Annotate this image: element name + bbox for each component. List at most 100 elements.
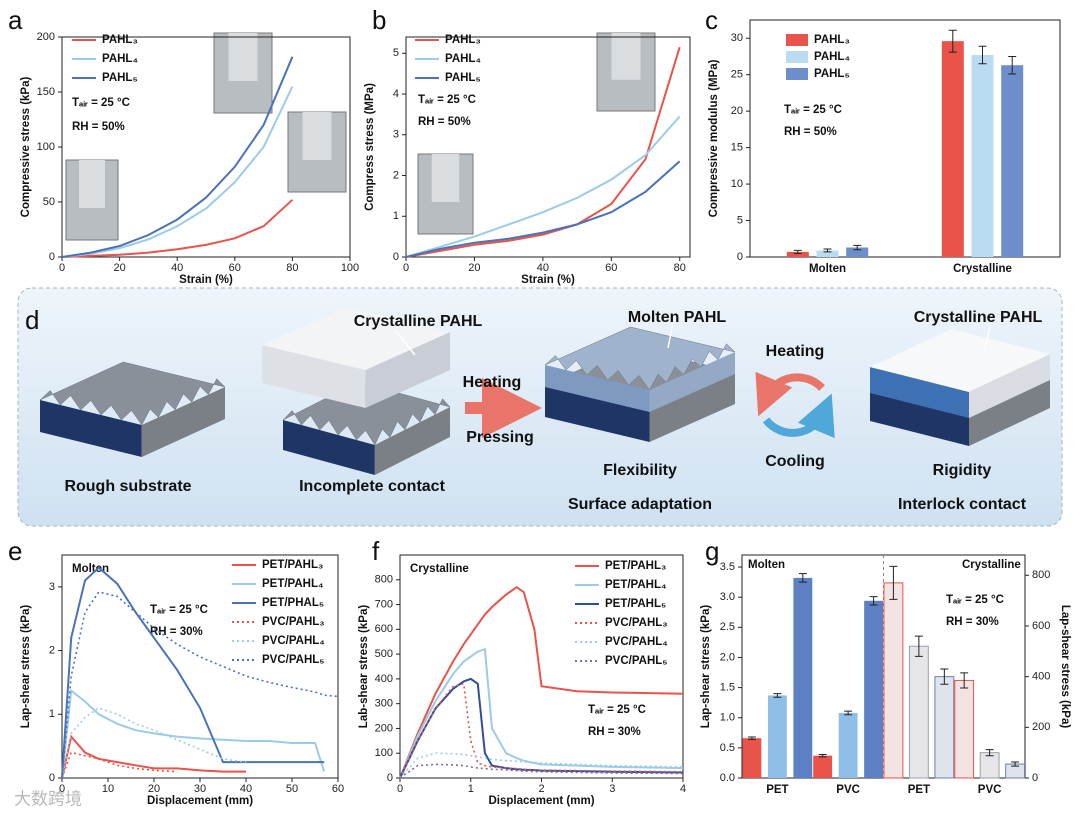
bar xyxy=(742,738,762,778)
block-side xyxy=(870,387,969,446)
y-tick-label: 400 xyxy=(1032,671,1050,683)
y-tick-label: 2 xyxy=(393,169,399,181)
line-series xyxy=(405,115,681,258)
x-tick-label: Molten xyxy=(809,263,846,275)
legend-label: PVC/PAHL₄ xyxy=(262,635,325,647)
annotation: Molten xyxy=(72,563,109,575)
x-tick-label: 100 xyxy=(341,262,359,274)
caption: Flexibility xyxy=(603,462,677,479)
legend-label: PAHL₄ xyxy=(814,51,850,63)
line-series xyxy=(61,86,294,258)
legend-label: PVC/PAHL₃ xyxy=(605,617,668,629)
annotation: RH = 30% xyxy=(588,726,641,738)
y-tick-label: 1.0 xyxy=(720,712,735,724)
y-tick-label: 25 xyxy=(731,69,743,81)
error-bar xyxy=(798,573,807,583)
y-tick-label: 600 xyxy=(1032,620,1050,632)
x-tick-label: 40 xyxy=(537,262,549,274)
block-side xyxy=(262,345,366,408)
x-tick-label: 40 xyxy=(171,262,183,274)
legend-label: PET/PAHL₅ xyxy=(605,598,666,610)
y-tick-label: 0.0 xyxy=(720,772,735,784)
panel-label: d xyxy=(25,305,39,335)
error-bar xyxy=(793,249,802,254)
line-series xyxy=(61,707,247,779)
x-tick-label: PVC xyxy=(978,784,1002,796)
bar xyxy=(864,600,884,778)
y-tick-label: 3.5 xyxy=(720,561,735,573)
y-tick-label: 1.5 xyxy=(720,682,735,694)
y-tick-label: 800 xyxy=(1032,569,1050,581)
x-tick-label: 10 xyxy=(102,783,114,795)
block-top xyxy=(262,307,450,370)
error-bar xyxy=(1011,761,1020,767)
panel-label: c xyxy=(705,5,718,35)
x-tick-label: 3 xyxy=(609,783,615,795)
line-series xyxy=(61,199,294,258)
block-side xyxy=(374,407,450,475)
legend-label: PAHL₃ xyxy=(102,34,138,46)
x-tick-label: 60 xyxy=(332,783,344,795)
label: Crystalline PAHL xyxy=(914,309,1043,326)
y-tick-label: 200 xyxy=(375,722,393,734)
block-side xyxy=(545,385,650,442)
y-tick-label: 5 xyxy=(737,214,743,226)
x-tick-label: PVC xyxy=(836,784,860,796)
line-series xyxy=(61,566,325,779)
y-tick-label: 15 xyxy=(731,142,743,154)
bar xyxy=(786,251,809,257)
line-series xyxy=(61,734,246,779)
line-series xyxy=(399,682,684,779)
error-bar xyxy=(823,248,832,253)
x-tick-label: 60 xyxy=(605,262,617,274)
panel-label: e xyxy=(8,536,22,566)
caption: Incomplete contact xyxy=(299,478,445,495)
y-tick-label: 200 xyxy=(1032,721,1050,733)
y-axis-label: Lab-shear stress (kPa) xyxy=(358,605,370,729)
legend-label: PAHL₅ xyxy=(814,68,850,80)
line-series xyxy=(61,591,339,779)
y-tick-label: 0 xyxy=(1032,772,1038,784)
y-tick-label: 5 xyxy=(393,47,399,59)
error-bar xyxy=(960,672,969,689)
y-tick-label: 4 xyxy=(393,88,399,100)
y-tick-label: 150 xyxy=(37,86,55,98)
y-tick-label: 0 xyxy=(393,251,399,263)
y-tick-label: 1 xyxy=(49,708,55,720)
annotation: Crystalline xyxy=(410,563,469,575)
y-axis-label: Lap-shear stress (kPa) xyxy=(20,605,32,729)
annotation: Molten xyxy=(748,559,785,571)
bar xyxy=(908,645,929,779)
diagram-shapes xyxy=(39,307,1051,475)
block-top xyxy=(39,361,226,426)
inset-photo xyxy=(79,160,105,208)
annotation: RH = 30% xyxy=(150,626,203,638)
label: Heating xyxy=(463,374,522,391)
x-axis-label: Displacement (mm) xyxy=(488,795,594,807)
block-side xyxy=(649,372,735,442)
bar xyxy=(941,41,964,258)
panel-label: g xyxy=(705,536,719,566)
inset-photo xyxy=(302,112,332,160)
y-tick-label: 0 xyxy=(737,251,743,263)
error-bar xyxy=(747,736,756,740)
error-bar xyxy=(940,668,949,685)
y-tick-label: 2.0 xyxy=(720,651,735,663)
error-bar xyxy=(889,565,898,600)
y-tick-label: 20 xyxy=(731,105,743,117)
annotation: Crystalline xyxy=(962,559,1021,571)
block-top xyxy=(870,329,1050,392)
y-tick-label: 100 xyxy=(375,747,393,759)
x-tick-label: 1 xyxy=(468,783,474,795)
line-series xyxy=(405,160,681,258)
caption: Surface adaptation xyxy=(568,496,712,513)
block-side xyxy=(969,374,1050,446)
y-axis-label: Compress stress (MPa) xyxy=(364,83,376,211)
block-top xyxy=(544,326,736,391)
y-tick-label: 2 xyxy=(49,644,55,656)
line-series xyxy=(399,677,684,779)
block-side xyxy=(283,420,375,475)
error-bar xyxy=(1008,55,1017,75)
y-axis-label: Compressive stress (kPa) xyxy=(20,77,32,218)
